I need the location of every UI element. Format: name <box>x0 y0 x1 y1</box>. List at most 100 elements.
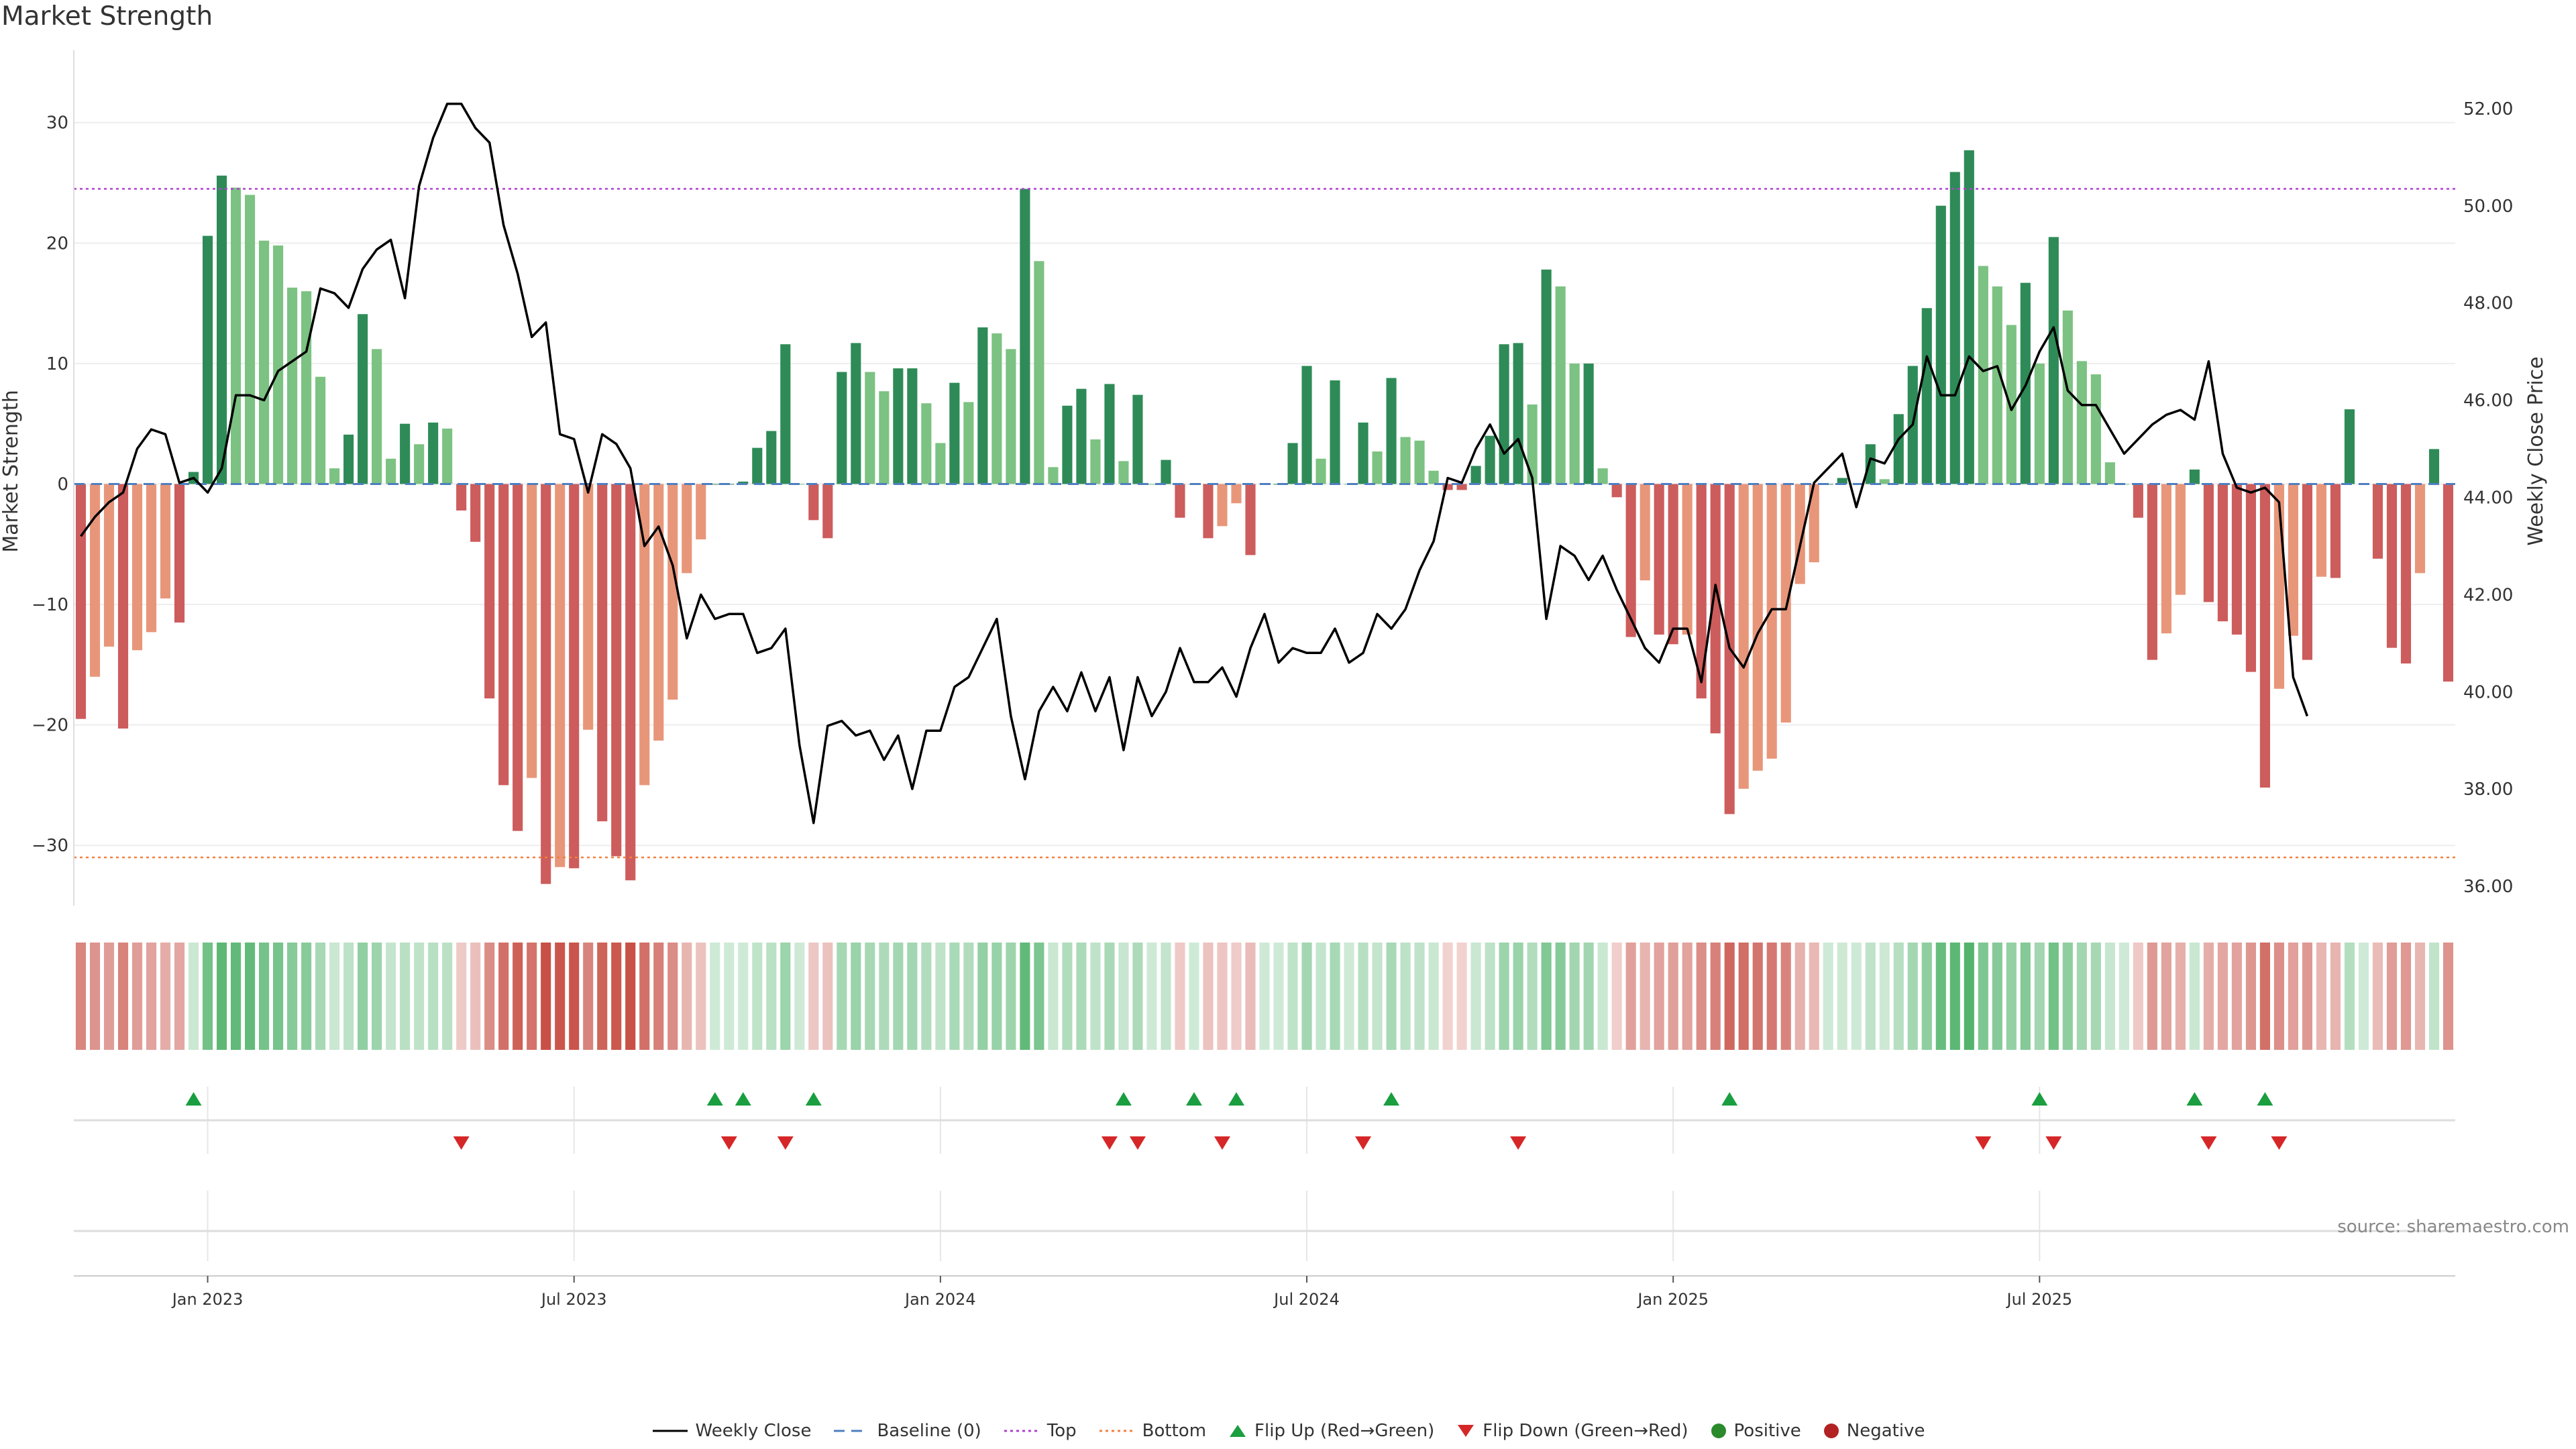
heat-cell <box>2104 943 2115 1050</box>
strength-bar <box>75 484 87 719</box>
strength-bar <box>131 484 143 651</box>
heat-cell <box>245 943 256 1050</box>
flip-up-marker <box>735 1092 751 1106</box>
x-tick-label: Jan 2023 <box>171 1290 244 1309</box>
heat-cell <box>456 943 467 1050</box>
heat-cell <box>611 943 622 1050</box>
heat-cell <box>2288 943 2298 1050</box>
heat-cell <box>1893 943 1904 1050</box>
strength-bar <box>766 431 777 484</box>
heat-cell <box>710 943 720 1050</box>
heat-cell <box>259 943 270 1050</box>
legend-label: Baseline (0) <box>877 1421 981 1441</box>
heat-cell <box>1132 943 1143 1050</box>
flip-up-marker <box>1115 1092 1132 1106</box>
legend-label: Flip Down (Green→Red) <box>1483 1421 1688 1441</box>
strength-bar <box>1090 439 1101 484</box>
heat-cell <box>2386 943 2398 1050</box>
heat-cell <box>1935 943 1946 1050</box>
heat-cell <box>1231 943 1242 1050</box>
strength-bar <box>513 484 523 831</box>
strength-bar <box>738 481 749 484</box>
heat-cell <box>1146 943 1157 1050</box>
heat-cell <box>1273 943 1284 1050</box>
heat-cell <box>752 943 763 1050</box>
heat-cell <box>2414 943 2426 1050</box>
heat-cell <box>1696 943 1707 1050</box>
y2-tick-label: 40.00 <box>2463 682 2513 702</box>
strength-bar <box>2400 484 2412 664</box>
triangle-down-icon <box>1458 1425 1474 1437</box>
heat-cell <box>2273 943 2284 1050</box>
heat-cell <box>343 943 354 1050</box>
heat-cell <box>1640 943 1650 1050</box>
flip-down-marker <box>1101 1136 1118 1150</box>
heat-cell <box>893 943 904 1050</box>
heat-cell <box>1907 943 1918 1050</box>
strength-bar <box>372 349 382 484</box>
heat-cell <box>414 943 425 1050</box>
strength-bar <box>822 484 833 539</box>
flip-up-marker <box>185 1092 202 1106</box>
strength-bar <box>1245 484 1256 555</box>
heat-cell <box>696 943 706 1050</box>
legend-label: Flip Up (Red→Green) <box>1254 1421 1435 1441</box>
strength-bar <box>1809 484 1819 563</box>
heat-cell <box>1499 943 1509 1050</box>
legend-label: Negative <box>1846 1421 1925 1441</box>
strength-bar <box>103 484 115 647</box>
strength-bar <box>1555 286 1566 484</box>
flip-down-marker <box>1975 1136 1992 1150</box>
positive-dot-icon <box>1711 1424 1726 1438</box>
legend-negative: Negative <box>1823 1421 1925 1441</box>
heat-cell <box>1118 943 1129 1050</box>
heat-cell <box>117 943 129 1050</box>
y-tick-label: 20 <box>46 233 68 254</box>
heat-cell <box>780 943 791 1050</box>
heat-cell <box>1076 943 1087 1050</box>
strength-bar <box>1203 484 1214 539</box>
strength-bar <box>963 402 974 484</box>
strength-bar <box>442 428 453 484</box>
heat-cell <box>513 943 523 1050</box>
strength-bar <box>174 484 185 623</box>
heat-cell <box>1527 943 1538 1050</box>
strength-bars <box>75 150 2454 884</box>
strength-bar <box>117 484 129 729</box>
y2-tick-label: 38.00 <box>2463 780 2513 800</box>
strength-bar <box>160 484 171 599</box>
strength-bar <box>2443 484 2454 682</box>
heat-cell <box>1809 943 1819 1050</box>
flip-up-marker <box>1228 1092 1244 1106</box>
heat-cell <box>2245 943 2256 1050</box>
strength-bar <box>1978 266 1988 484</box>
strength-bar <box>752 447 763 484</box>
heat-cell <box>865 943 875 1050</box>
legend-dotted-icon <box>1099 1430 1134 1432</box>
strength-bar <box>358 314 368 484</box>
y-tick-label: 0 <box>57 474 68 494</box>
strength-bar <box>893 368 904 484</box>
strength-bar <box>2428 449 2440 484</box>
legend-weekly-close: Weekly Close <box>651 1421 811 1441</box>
strength-bar <box>1442 484 1453 490</box>
heat-cell <box>653 943 664 1050</box>
strength-bar <box>1921 308 1932 484</box>
grid-lines <box>74 121 2455 1261</box>
heat-cell <box>160 943 171 1050</box>
strength-bar <box>1597 468 1608 484</box>
heat-cell <box>146 943 157 1050</box>
heat-cell <box>2231 943 2242 1050</box>
flip-down-marker <box>2045 1136 2062 1150</box>
heat-cell <box>1865 943 1876 1050</box>
strength-bar <box>2372 484 2383 559</box>
strength-bar <box>2217 484 2228 622</box>
heat-cell <box>2006 943 2017 1050</box>
heat-cell <box>273 943 284 1050</box>
strength-bar <box>851 343 861 484</box>
strength-bar <box>2034 363 2045 484</box>
heat-cell <box>1006 943 1016 1050</box>
heat-cell <box>1189 943 1199 1050</box>
strength-bar <box>1034 261 1044 484</box>
strength-bar <box>428 422 439 484</box>
